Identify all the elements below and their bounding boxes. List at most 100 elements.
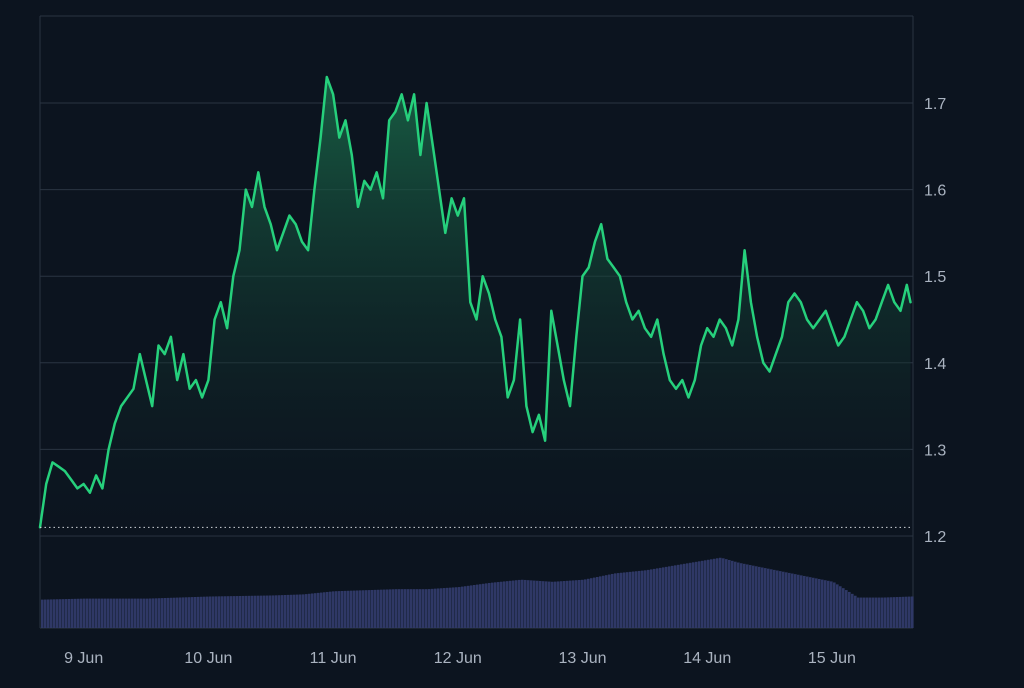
volume-bar — [323, 592, 326, 628]
volume-bar — [464, 586, 467, 628]
volume-bar — [650, 569, 653, 628]
volume-bar — [65, 599, 68, 628]
x-tick-label: 9 Jun — [64, 650, 103, 667]
volume-bar — [776, 570, 779, 628]
volume-bar — [830, 581, 833, 628]
volume-bar — [116, 598, 119, 628]
volume-bar — [80, 598, 83, 628]
volume-bar — [524, 579, 527, 628]
volume-bar — [167, 597, 170, 628]
volume-bar — [554, 581, 557, 628]
volume-bar — [764, 568, 767, 628]
volume-bar — [239, 595, 242, 628]
volume-bar — [224, 596, 227, 628]
volume-bar — [155, 598, 158, 628]
volume-bar — [491, 582, 494, 628]
volume-bar — [410, 589, 413, 628]
volume-bar — [230, 596, 233, 628]
volume-bar — [125, 598, 128, 628]
volume-bar — [851, 593, 854, 628]
volume-bar — [179, 597, 182, 628]
volume-bar — [362, 590, 365, 628]
volume-bar — [833, 582, 836, 628]
volume-bar — [569, 580, 572, 628]
volume-bar — [740, 563, 743, 628]
volume-bar — [335, 591, 338, 628]
volume-bar — [887, 597, 890, 628]
volume-bar — [47, 599, 50, 628]
volume-bar — [392, 589, 395, 628]
volume-histogram — [41, 557, 914, 628]
volume-bar — [821, 579, 824, 628]
volume-bar — [695, 561, 698, 628]
volume-bar — [203, 596, 206, 628]
volume-bar — [341, 590, 344, 628]
x-tick-label: 15 Jun — [808, 650, 856, 667]
volume-bar — [575, 580, 578, 628]
volume-bar — [41, 599, 44, 628]
volume-bar — [578, 580, 581, 628]
volume-bar — [134, 598, 137, 628]
volume-bar — [263, 595, 266, 628]
volume-bar — [824, 580, 827, 628]
volume-bar — [662, 567, 665, 628]
y-tick-label: 1.6 — [924, 183, 946, 200]
volume-bar — [692, 562, 695, 628]
volume-bar — [71, 598, 74, 628]
volume-bar — [812, 577, 815, 628]
volume-bar — [293, 594, 296, 628]
volume-bar — [188, 597, 191, 628]
volume-bar — [236, 596, 239, 628]
x-tick-label: 14 Jun — [683, 650, 731, 667]
volume-bar — [827, 580, 830, 628]
volume-bar — [614, 573, 617, 628]
volume-bar — [635, 571, 638, 628]
volume-bar — [485, 583, 488, 628]
volume-bar — [638, 570, 641, 628]
volume-bar — [716, 558, 719, 628]
volume-bar — [305, 594, 308, 628]
volume-bar — [863, 597, 866, 628]
volume-bar — [875, 597, 878, 628]
volume-bar — [215, 596, 218, 628]
volume-bar — [839, 586, 842, 628]
volume-bar — [455, 587, 458, 628]
volume-bar — [494, 582, 497, 628]
volume-bar — [761, 567, 764, 628]
volume-bar — [437, 588, 440, 628]
volume-bar — [725, 559, 728, 628]
volume-bar — [368, 590, 371, 628]
volume-bar — [398, 589, 401, 628]
volume-bar — [404, 589, 407, 628]
volume-bar — [449, 587, 452, 628]
volume-bar — [626, 572, 629, 628]
volume-bar — [191, 597, 194, 628]
volume-bar — [683, 563, 686, 628]
volume-bar — [599, 576, 602, 628]
volume-bar — [131, 598, 134, 628]
volume-bar — [422, 589, 425, 628]
volume-bar — [722, 558, 725, 628]
volume-bar — [674, 565, 677, 628]
volume-bar — [902, 596, 905, 628]
volume-bar — [566, 580, 569, 628]
volume-bar — [446, 587, 449, 628]
volume-bar — [59, 599, 62, 628]
volume-bar — [350, 590, 353, 628]
volume-bar — [149, 598, 152, 628]
volume-bar — [731, 560, 734, 628]
volume-bar — [308, 593, 311, 628]
volume-bar — [284, 595, 287, 628]
volume-bar — [344, 590, 347, 628]
volume-bar — [518, 579, 521, 628]
volume-bar — [509, 580, 512, 628]
volume-bar — [413, 589, 416, 628]
volume-bar — [74, 598, 77, 628]
volume-bar — [371, 589, 374, 628]
volume-bar — [209, 596, 212, 628]
volume-bar — [89, 598, 92, 628]
volume-bar — [905, 596, 908, 628]
volume-bar — [752, 565, 755, 628]
volume-bar — [260, 595, 263, 628]
y-tick-label: 1.2 — [924, 529, 946, 546]
